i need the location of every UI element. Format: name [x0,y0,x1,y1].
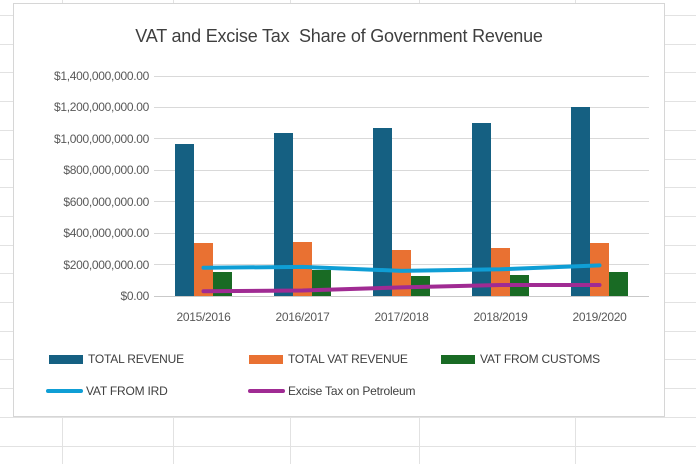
legend-label-vat-from-ird: VAT FROM IRD [86,384,168,398]
legend-item-excise-tax-on-petroleum[interactable]: Excise Tax on Petroleum [248,383,415,399]
bar-vat-from-customs-2015-2016[interactable] [213,272,232,296]
bar-vat-from-customs-2017-2018[interactable] [411,276,430,296]
bar-total-vat-revenue-2015-2016[interactable] [194,243,213,296]
x-axis-label: 2019/2020 [572,310,627,324]
bar-vat-from-customs-2019-2020[interactable] [609,271,628,296]
legend-swatch-total-revenue [49,354,83,364]
bar-vat-from-customs-2016-2017[interactable] [312,270,331,296]
y-axis-label: $1,400,000,000.00 [54,69,149,83]
y-axis-label: $200,000,000.00 [63,257,149,272]
y-gridline [154,232,649,234]
bar-total-vat-revenue-2019-2020[interactable] [590,243,609,296]
x-axis-label: 2018/2019 [473,310,528,324]
chart-title: VAT and Excise Tax Share of Government R… [135,26,543,46]
worksheet-row-gridline [0,417,696,418]
legend-swatch-excise-tax-on-petroleum [248,389,285,393]
bar-total-revenue-2018-2019[interactable] [472,123,491,296]
legend-swatch-vat-from-ird [46,389,83,393]
legend-item-vat-from-ird[interactable]: VAT FROM IRD [46,383,168,399]
worksheet-row-gridline [0,446,696,447]
bar-total-vat-revenue-2017-2018[interactable] [392,250,411,296]
bar-total-revenue-2017-2018[interactable] [373,127,392,296]
bar-total-revenue-2015-2016[interactable] [175,143,194,296]
y-gridline [154,75,649,77]
bar-total-vat-revenue-2018-2019[interactable] [491,248,510,296]
y-axis-label: $0.00 [120,289,149,303]
x-axis-label: 2016/2017 [275,310,330,324]
y-axis-label: $800,000,000.00 [63,163,149,178]
y-gridline [154,201,649,203]
y-gridline [154,169,649,171]
x-axis-label: 2017/2018 [374,310,429,324]
legend-swatch-vat-from-customs [441,354,475,364]
legend-item-total-vat-revenue[interactable]: TOTAL VAT REVENUE [249,351,408,367]
legend-label-excise-tax-on-petroleum: Excise Tax on Petroleum [288,384,416,398]
x-axis-line [154,295,649,297]
y-axis-label: $600,000,000.00 [63,194,149,209]
legend-label-vat-from-customs: VAT FROM CUSTOMS [480,352,600,366]
y-gridline [154,138,649,140]
bar-vat-from-customs-2018-2019[interactable] [510,274,529,296]
legend-label-total-revenue: TOTAL REVENUE [88,352,184,366]
legend-item-total-revenue[interactable]: TOTAL REVENUE [49,351,184,367]
bar-total-revenue-2019-2020[interactable] [571,107,590,296]
bar-total-revenue-2016-2017[interactable] [274,132,293,296]
bar-total-vat-revenue-2016-2017[interactable] [293,241,312,296]
y-axis-label: $1,200,000,000.00 [54,100,149,115]
x-axis-label: 2015/2016 [176,310,231,324]
legend-item-vat-from-customs[interactable]: VAT FROM CUSTOMS [441,351,600,367]
legend-label-total-vat-revenue: TOTAL VAT REVENUE [288,352,408,366]
y-axis-label: $1,000,000,000.00 [54,131,149,146]
legend-swatch-total-vat-revenue [249,354,283,364]
chart-object[interactable]: VAT and Excise Tax Share of Government R… [13,3,665,417]
y-gridline [154,106,649,108]
y-axis-label: $400,000,000.00 [63,226,149,241]
